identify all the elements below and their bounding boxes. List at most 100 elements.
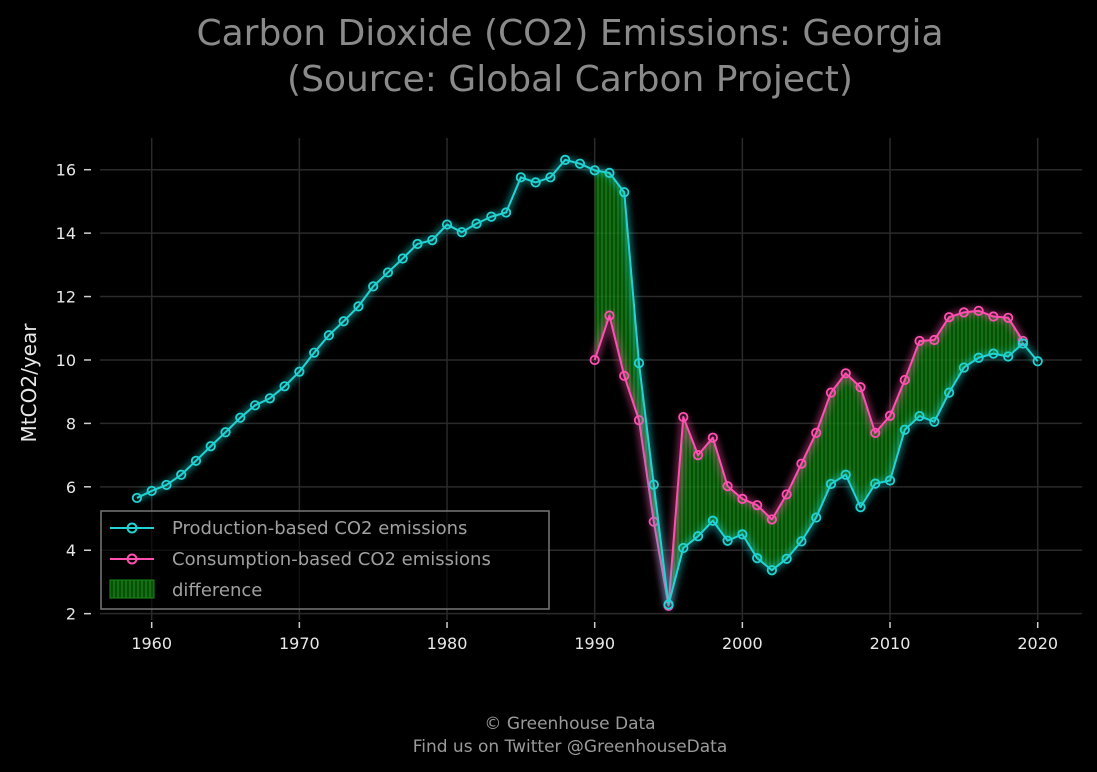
production-point xyxy=(619,187,630,198)
consumption-point xyxy=(825,387,837,398)
consumption-point xyxy=(604,310,615,321)
production-point xyxy=(235,412,246,423)
production-point xyxy=(692,531,704,542)
x-tick-label: 1960 xyxy=(131,634,172,653)
x-tick-label: 2000 xyxy=(722,634,763,653)
x-tick-label: 1990 xyxy=(574,634,615,653)
consumption-point xyxy=(766,514,777,525)
production-point xyxy=(456,227,467,238)
production-point xyxy=(663,599,674,610)
production-point xyxy=(368,281,379,292)
consumption-point xyxy=(929,334,940,346)
consumption-point xyxy=(707,432,718,443)
legend: Production-based CO2 emissions Consumpti… xyxy=(100,510,550,610)
production-point xyxy=(323,330,334,341)
consumption-point xyxy=(692,450,704,461)
production-point xyxy=(220,427,231,438)
x-tick-label: 2010 xyxy=(870,634,911,653)
production-point xyxy=(560,154,571,165)
y-tick-label: 2 xyxy=(66,605,76,624)
production-point xyxy=(604,167,615,178)
production-point xyxy=(648,479,659,490)
production-point xyxy=(884,475,896,486)
consumption-point xyxy=(752,500,763,511)
consumption-point xyxy=(855,382,866,393)
production-point xyxy=(870,478,881,489)
production-point xyxy=(988,348,999,359)
legend-production-marker xyxy=(126,522,138,534)
production-point xyxy=(500,207,512,218)
legend-consumption-label: Consumption-based CO2 emissions xyxy=(172,549,491,570)
production-point xyxy=(294,366,305,377)
production-point xyxy=(338,316,349,327)
production-point xyxy=(914,411,925,422)
production-point xyxy=(811,512,822,523)
production-point xyxy=(131,492,143,504)
production-point xyxy=(855,502,866,513)
production-point xyxy=(574,158,586,169)
production-point xyxy=(1032,356,1043,367)
legend-production-label: Production-based CO2 emissions xyxy=(172,518,467,539)
production-point xyxy=(899,424,910,435)
consumption-point xyxy=(796,458,807,469)
production-point xyxy=(796,536,807,547)
production-point xyxy=(309,347,320,358)
production-point xyxy=(707,515,718,526)
consumption-point xyxy=(781,489,792,500)
y-tick-label: 14 xyxy=(56,224,76,243)
production-point xyxy=(722,535,733,546)
production-point xyxy=(486,211,497,222)
y-tick-label: 12 xyxy=(56,288,76,307)
production-point xyxy=(190,455,202,466)
production-point xyxy=(176,469,187,480)
production-point xyxy=(943,387,955,398)
production-point xyxy=(427,235,438,246)
x-tick-label: 2020 xyxy=(1017,634,1058,653)
production-point xyxy=(471,218,482,229)
footer-copyright: © Greenhouse Data xyxy=(484,714,655,734)
production-point xyxy=(752,553,763,564)
footer-twitter: Find us on Twitter @GreenhouseData xyxy=(413,737,728,757)
y-tick-label: 4 xyxy=(66,541,76,560)
production-point xyxy=(382,267,394,278)
production-point xyxy=(249,400,261,411)
production-point xyxy=(353,301,364,312)
consumption-point xyxy=(737,493,748,504)
production-line xyxy=(136,158,1039,606)
grid-lines xyxy=(100,138,1082,620)
consumption-point xyxy=(811,427,822,439)
production-point xyxy=(1003,351,1014,362)
consumption-point xyxy=(914,335,925,347)
consumption-point xyxy=(958,307,969,318)
consumption-point xyxy=(884,410,896,421)
production-point xyxy=(279,381,290,392)
production-point xyxy=(264,393,275,404)
difference-fill xyxy=(594,170,1023,606)
x-tick-label: 1970 xyxy=(279,634,320,653)
legend-difference-label: difference xyxy=(172,580,262,601)
consumption-point xyxy=(1003,312,1014,323)
production-point xyxy=(973,352,984,363)
production-point xyxy=(545,172,556,183)
production-point xyxy=(825,478,837,490)
production-point xyxy=(412,238,423,250)
axes: 1960 1970 1980 1990 2000 2010 2020 2 4 6 8 10 12 14 16 xyxy=(56,161,1058,653)
consumption-point xyxy=(943,312,955,323)
production-point xyxy=(515,172,526,183)
production-point xyxy=(633,358,645,369)
legend-difference-swatch xyxy=(109,579,155,599)
legend-consumption-marker xyxy=(126,553,138,565)
production-point xyxy=(929,416,940,427)
y-tick-label: 10 xyxy=(56,351,76,370)
consumption-point xyxy=(678,411,689,423)
consumption-point xyxy=(619,370,630,381)
production-point xyxy=(737,529,748,540)
series-layer xyxy=(131,154,1043,611)
series-production xyxy=(131,154,1043,610)
production-point xyxy=(589,165,600,176)
production-point xyxy=(1017,338,1029,349)
production-point xyxy=(678,542,689,554)
production-point xyxy=(161,479,172,491)
y-tick-label: 8 xyxy=(66,414,76,433)
